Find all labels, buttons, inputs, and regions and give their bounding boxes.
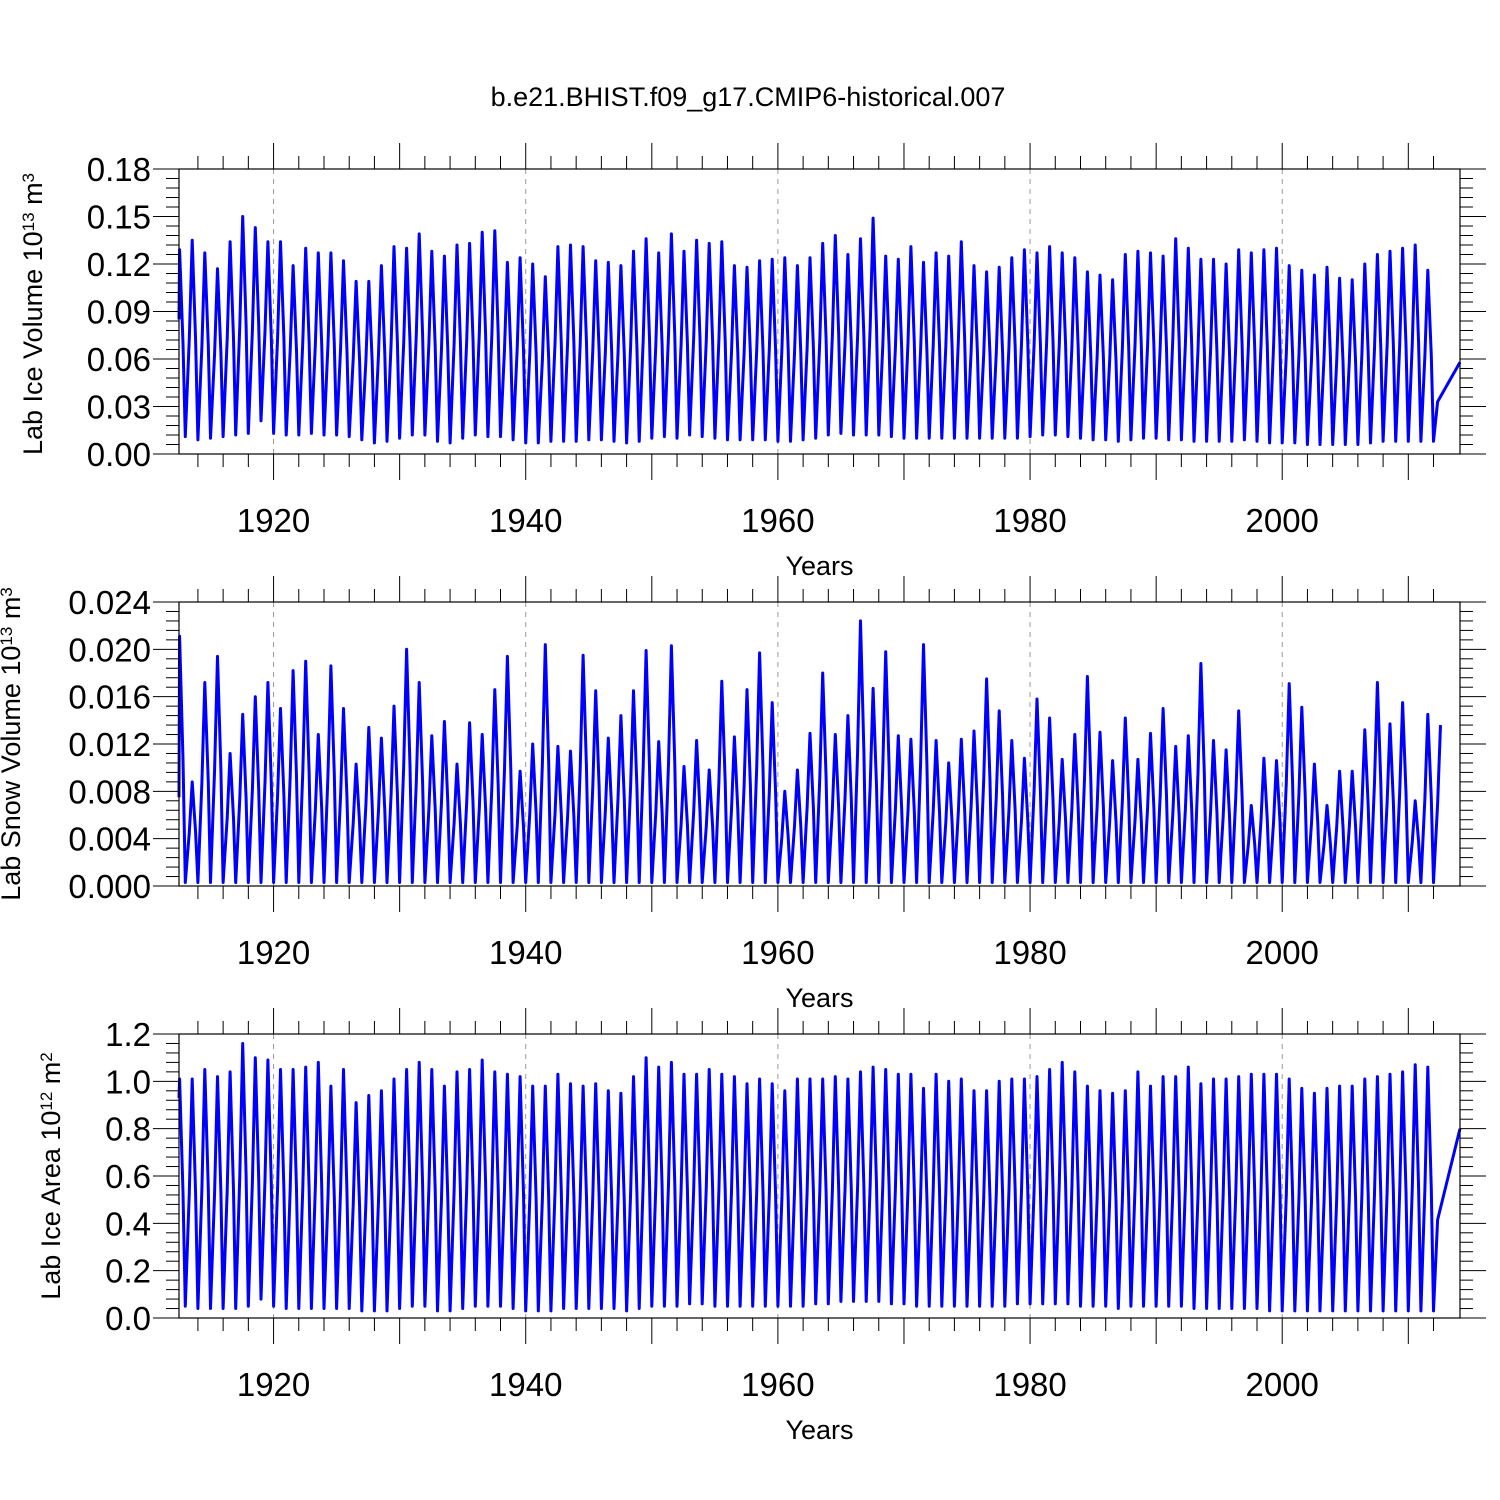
y-axis-label-superscript: 3 [19, 173, 38, 182]
x-tick-label: 1960 [741, 502, 814, 539]
y-tick-label: 0.000 [68, 868, 151, 905]
y-axis-label: Lab Ice Volume 1013 m3 [18, 173, 48, 455]
y-axis-label-superscript: 13 [19, 212, 38, 231]
x-tick-label: 1940 [489, 502, 562, 539]
y-tick-label: 0.6 [105, 1158, 151, 1195]
x-tick-label: 1960 [741, 1366, 814, 1403]
y-tick-label: 0.03 [87, 389, 151, 426]
y-tick-label: 0.2 [105, 1253, 151, 1290]
y-tick-label: 0.016 [68, 679, 151, 716]
x-tick-label: 1980 [993, 1366, 1066, 1403]
y-axis-label-text: Lab Ice Volume 10 [18, 231, 48, 455]
chart-panel-1: 0.00 0.03 0.06 0.09 0.12 0.15 0.18 1920 1940 1960… [18, 143, 1486, 581]
chart-title: b.e21.BHIST.f09_g17.CMIP6-historical.007 [491, 82, 1006, 112]
y-tick-label: 1.2 [105, 1016, 151, 1053]
y-axis-label-superscript: 13 [0, 627, 16, 646]
y-axis-label-text: m [18, 182, 48, 212]
y-tick-label: 0.8 [105, 1111, 151, 1148]
y-tick-label: 0.020 [68, 631, 151, 668]
y-tick-label: 0.012 [68, 726, 151, 763]
y-tick-label: 0.004 [68, 821, 151, 858]
x-tick-label: 2000 [1246, 934, 1319, 971]
x-tick-label: 1980 [993, 934, 1066, 971]
y-tick-label: 0.008 [68, 773, 151, 810]
y-tick-label: 1.0 [105, 1063, 151, 1100]
y-tick-label: 0.4 [105, 1205, 151, 1242]
y-axis-label-superscript: 12 [37, 1092, 56, 1111]
x-axis-label: Years [785, 1415, 853, 1445]
y-axis-label-text: m [36, 1062, 66, 1092]
y-axis-label-superscript: 3 [0, 587, 16, 596]
y-axis-label: Lab Ice Area 1012 m2 [36, 1052, 66, 1300]
x-axis-label: Years [785, 551, 853, 581]
y-tick-label: 0.024 [68, 584, 151, 621]
y-tick-label: 0.06 [87, 341, 151, 378]
y-axis-label-text: Lab Snow Volume 10 [0, 646, 26, 901]
x-tick-label: 1920 [237, 502, 310, 539]
y-axis-label-superscript: 2 [37, 1052, 56, 1061]
y-axis-label: Lab Snow Volume 1013 m3 [0, 587, 26, 901]
chart-panel-3: 0.0 0.2 0.4 0.6 0.8 1.0 1.2 1920 1940 1960 1980 200… [36, 1008, 1486, 1445]
y-tick-label: 0.18 [87, 151, 151, 188]
y-tick-label: 0.00 [87, 436, 151, 473]
x-tick-label: 1920 [237, 1366, 310, 1403]
y-tick-label: 0.0 [105, 1300, 151, 1337]
x-tick-label: 1940 [489, 1366, 562, 1403]
x-tick-label: 1920 [237, 934, 310, 971]
y-tick-label: 0.15 [87, 199, 151, 236]
y-axis-label-text: m [0, 597, 26, 627]
x-tick-label: 2000 [1246, 502, 1319, 539]
y-tick-label: 0.12 [87, 246, 151, 283]
series-line [177, 1042, 1462, 1313]
y-axis-label-text: Lab Ice Area 10 [36, 1111, 66, 1300]
x-axis-label: Years [785, 983, 853, 1013]
x-tick-label: 1940 [489, 934, 562, 971]
y-tick-label: 0.09 [87, 294, 151, 331]
series-line [177, 215, 1462, 446]
x-tick-label: 2000 [1246, 1366, 1319, 1403]
series-line [177, 619, 1442, 884]
x-tick-label: 1960 [741, 934, 814, 971]
chart-panel-2: 0.000 0.004 0.008 0.012 0.016 0.020 0.024 1920 1… [0, 576, 1486, 1013]
x-tick-label: 1980 [993, 502, 1066, 539]
